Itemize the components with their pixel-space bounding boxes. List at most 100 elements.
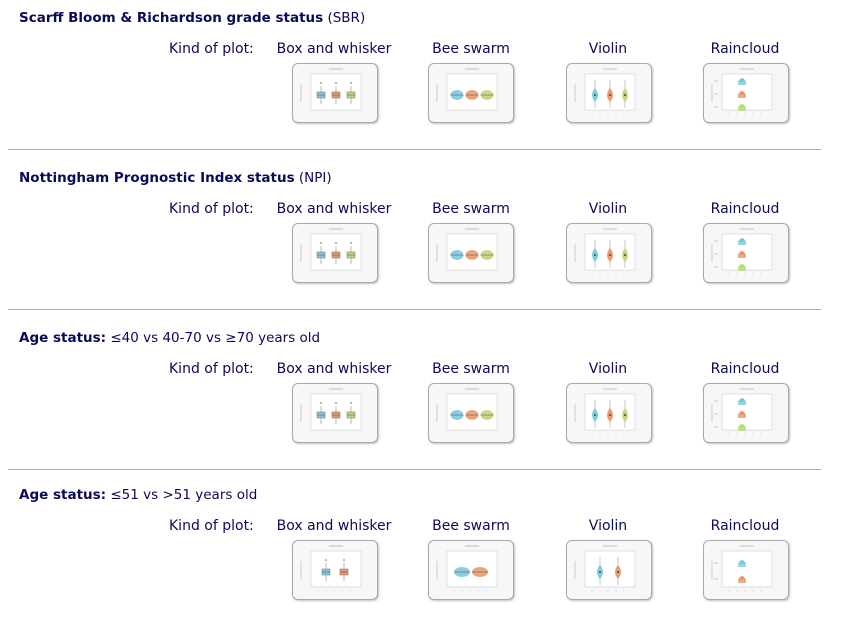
label-box-and-whisker: Box and whisker bbox=[276, 361, 392, 377]
rain bbox=[738, 268, 746, 271]
plot-frame bbox=[721, 393, 773, 431]
section-title: Nottingham Prognostic Index status (NPI) bbox=[19, 170, 332, 186]
outlier bbox=[320, 402, 322, 404]
outlier bbox=[335, 242, 337, 244]
rain bbox=[738, 108, 746, 111]
outlier bbox=[320, 242, 322, 244]
rain bbox=[738, 95, 746, 98]
section-divider bbox=[8, 469, 821, 470]
cloud bbox=[738, 576, 746, 580]
plot-thumbnail bbox=[711, 388, 773, 435]
cloud bbox=[738, 251, 746, 255]
median-dot bbox=[624, 94, 626, 96]
cloud bbox=[738, 424, 746, 428]
plot-frame bbox=[721, 233, 773, 271]
median-dot bbox=[594, 94, 596, 96]
plot-thumbnail bbox=[574, 228, 636, 275]
section-divider bbox=[8, 149, 821, 150]
label-violin: Violin bbox=[588, 518, 628, 534]
median-dot bbox=[599, 571, 601, 573]
thumb-raincloud[interactable] bbox=[703, 383, 789, 443]
outlier bbox=[350, 242, 352, 244]
cloud bbox=[738, 560, 746, 564]
plot-thumbnail bbox=[300, 228, 362, 275]
thumb-box-and-whisker[interactable] bbox=[292, 540, 378, 600]
rain bbox=[738, 415, 746, 418]
thumb-raincloud[interactable] bbox=[703, 223, 789, 283]
median-dot bbox=[624, 254, 626, 256]
median-dot bbox=[624, 414, 626, 416]
section-npi: Nottingham Prognostic Index status (NPI)… bbox=[0, 170, 844, 305]
outlier bbox=[335, 402, 337, 404]
label-box-and-whisker: Box and whisker bbox=[276, 41, 392, 57]
plot-thumbnail bbox=[300, 388, 362, 435]
label-violin: Violin bbox=[588, 41, 628, 57]
label-violin: Violin bbox=[588, 201, 628, 217]
section-title: Age status: ≤40 vs 40-70 vs ≥70 years ol… bbox=[19, 330, 321, 346]
rain bbox=[738, 580, 746, 583]
section-divider bbox=[8, 309, 821, 310]
label-raincloud: Raincloud bbox=[710, 518, 780, 534]
plot-thumbnail bbox=[436, 388, 498, 435]
outlier bbox=[343, 559, 345, 561]
median-dot bbox=[609, 254, 611, 256]
plot-thumbnail bbox=[711, 545, 773, 592]
median-dot bbox=[594, 414, 596, 416]
thumb-violin[interactable] bbox=[566, 63, 652, 123]
thumb-violin[interactable] bbox=[566, 223, 652, 283]
thumb-raincloud[interactable] bbox=[703, 63, 789, 123]
plot-thumbnail bbox=[574, 545, 636, 592]
outlier bbox=[320, 82, 322, 84]
plot-thumbnail bbox=[300, 545, 362, 592]
rain bbox=[738, 242, 746, 245]
thumb-bee-swarm[interactable] bbox=[428, 383, 514, 443]
plot-thumbnail bbox=[436, 545, 498, 592]
median-dot bbox=[609, 414, 611, 416]
thumb-box-and-whisker[interactable] bbox=[292, 383, 378, 443]
section-sbr: Scarff Bloom & Richardson grade status (… bbox=[0, 10, 844, 145]
outlier bbox=[325, 559, 327, 561]
thumb-bee-swarm[interactable] bbox=[428, 223, 514, 283]
kind-of-plot-label: Kind of plot: bbox=[169, 41, 254, 57]
plot-thumbnail bbox=[574, 388, 636, 435]
outlier bbox=[350, 82, 352, 84]
kind-of-plot-label: Kind of plot: bbox=[169, 518, 254, 534]
label-box-and-whisker: Box and whisker bbox=[276, 201, 392, 217]
thumb-box-and-whisker[interactable] bbox=[292, 63, 378, 123]
cloud bbox=[738, 238, 746, 242]
cloud bbox=[738, 78, 746, 82]
label-raincloud: Raincloud bbox=[710, 201, 780, 217]
thumb-bee-swarm[interactable] bbox=[428, 63, 514, 123]
rain bbox=[738, 255, 746, 258]
section-age-three-groups: Age status: ≤40 vs 40-70 vs ≥70 years ol… bbox=[0, 330, 844, 465]
label-raincloud: Raincloud bbox=[710, 361, 780, 377]
thumb-raincloud[interactable] bbox=[703, 540, 789, 600]
rain bbox=[738, 82, 746, 85]
section-title: Scarff Bloom & Richardson grade status (… bbox=[19, 10, 366, 26]
cloud bbox=[738, 411, 746, 415]
median-dot bbox=[609, 94, 611, 96]
label-bee-swarm: Bee swarm bbox=[432, 201, 510, 217]
rain bbox=[738, 564, 746, 567]
plot-frame bbox=[446, 550, 498, 588]
cloud bbox=[738, 398, 746, 402]
cloud bbox=[738, 91, 746, 95]
thumb-violin[interactable] bbox=[566, 540, 652, 600]
label-box-and-whisker: Box and whisker bbox=[276, 518, 392, 534]
cloud bbox=[738, 104, 746, 108]
plot-frame bbox=[721, 73, 773, 111]
rain bbox=[738, 402, 746, 405]
outlier bbox=[335, 82, 337, 84]
plot-thumbnail bbox=[711, 68, 773, 115]
plot-frame bbox=[310, 550, 362, 588]
thumb-violin[interactable] bbox=[566, 383, 652, 443]
label-bee-swarm: Bee swarm bbox=[432, 518, 510, 534]
label-bee-swarm: Bee swarm bbox=[432, 361, 510, 377]
thumb-bee-swarm[interactable] bbox=[428, 540, 514, 600]
plot-thumbnail bbox=[711, 228, 773, 275]
label-violin: Violin bbox=[588, 361, 628, 377]
section-title: Age status: ≤51 vs >51 years old bbox=[19, 487, 258, 503]
thumb-box-and-whisker[interactable] bbox=[292, 223, 378, 283]
median-dot bbox=[617, 571, 619, 573]
plot-thumbnail bbox=[436, 68, 498, 115]
